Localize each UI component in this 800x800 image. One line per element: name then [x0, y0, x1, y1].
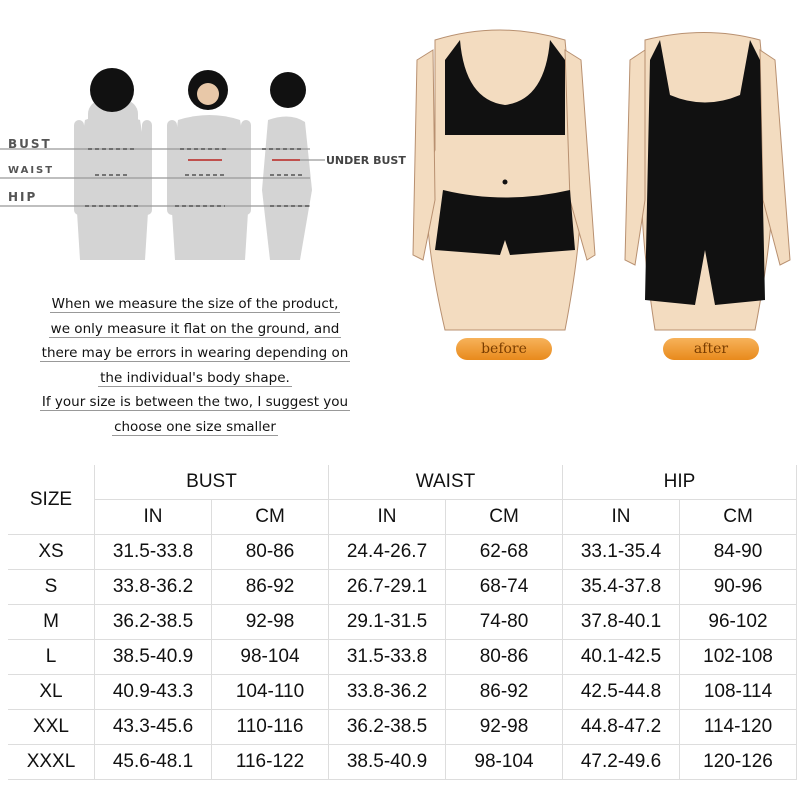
- measurement-cell: 44.8-47.2: [562, 709, 680, 745]
- measurement-cell: 108-114: [679, 674, 797, 710]
- size-cell: XXL: [8, 709, 95, 745]
- table-row: XXXL 45.6-48.1 116-122 38.5-40.9 98-104 47.2-…: [8, 744, 797, 780]
- figure-front: [167, 115, 251, 260]
- unit-header: IN: [94, 499, 212, 535]
- measurement-cell: 38.5-40.9: [328, 744, 446, 780]
- size-cell: S: [8, 569, 95, 605]
- measurement-cell: 74-80: [445, 604, 563, 640]
- note-line: the individual's body shape.: [98, 369, 292, 387]
- waist-label: WAIST: [8, 165, 55, 176]
- note-line: When we measure the size of the product,: [49, 296, 341, 313]
- bust-label: BUST: [8, 137, 52, 151]
- measurement-cell: 29.1-31.5: [328, 604, 446, 640]
- measurement-cell: 92-98: [445, 709, 563, 745]
- figure-back: [74, 100, 152, 260]
- measurement-cell: 86-92: [211, 569, 329, 605]
- under-bust-label: UNDER BUST: [326, 154, 406, 167]
- unit-header: IN: [328, 499, 446, 535]
- after-figure: [624, 32, 791, 331]
- hair: [90, 68, 306, 112]
- size-cell: XL: [8, 674, 95, 710]
- measurement-cell: 35.4-37.8: [562, 569, 680, 605]
- measurement-cell: 33.8-36.2: [328, 674, 446, 710]
- table-row: M 36.2-38.5 92-98 29.1-31.5 74-80 37.8-40.1 96…: [8, 604, 797, 640]
- measurement-cell: 110-116: [211, 709, 329, 745]
- measurement-cell: 47.2-49.6: [562, 744, 680, 780]
- note-line: choose one size smaller: [112, 418, 278, 436]
- measurement-cell: 120-126: [679, 744, 797, 780]
- measurement-cell: 31.5-33.8: [328, 639, 446, 675]
- measurement-cell: 33.1-35.4: [562, 534, 680, 570]
- size-table: SIZE BUST WAIST HIP IN CM IN CM IN CM XS…: [8, 465, 797, 780]
- unit-header: CM: [211, 499, 329, 535]
- measurement-cell: 43.3-45.6: [94, 709, 212, 745]
- before-after-illustration: [412, 29, 791, 331]
- measurement-cell: 45.6-48.1: [94, 744, 212, 780]
- table-row: L 38.5-40.9 98-104 31.5-33.8 80-86 40.1-42.5 1…: [8, 639, 797, 675]
- before-figure: [412, 29, 596, 331]
- figure-side: [262, 116, 312, 260]
- measurement-cell: 31.5-33.8: [94, 534, 212, 570]
- measurement-cell: 96-102: [679, 604, 797, 640]
- measurement-cell: 86-92: [445, 674, 563, 710]
- measurement-cell: 98-104: [445, 744, 563, 780]
- measurement-cell: 24.4-26.7: [328, 534, 446, 570]
- hip-label: HIP: [8, 190, 38, 204]
- measurement-cell: 80-86: [445, 639, 563, 675]
- group-header-waist: WAIST: [328, 465, 563, 500]
- size-cell: L: [8, 639, 95, 675]
- measurement-cell: 36.2-38.5: [94, 604, 212, 640]
- table-row: S 33.8-36.2 86-92 26.7-29.1 68-74 35.4-37.8 90…: [8, 569, 797, 605]
- group-header-bust: BUST: [94, 465, 329, 500]
- unit-header: IN: [562, 499, 680, 535]
- size-header: SIZE: [8, 465, 95, 535]
- unit-header: CM: [679, 499, 797, 535]
- measurement-cell: 42.5-44.8: [562, 674, 680, 710]
- measurement-cell: 90-96: [679, 569, 797, 605]
- table-row: XXL 43.3-45.6 110-116 36.2-38.5 92-98 44.8-47…: [8, 709, 797, 745]
- measurement-cell: 114-120: [679, 709, 797, 745]
- note-line: there may be errors in wearing depending…: [39, 345, 351, 362]
- measurement-cell: 26.7-29.1: [328, 569, 446, 605]
- measurement-cell: 40.1-42.5: [562, 639, 680, 675]
- measurement-cell: 98-104: [211, 639, 329, 675]
- measurement-cell: 62-68: [445, 534, 563, 570]
- size-cell: M: [8, 604, 95, 640]
- measurement-cell: 80-86: [211, 534, 329, 570]
- measurement-cell: 36.2-38.5: [328, 709, 446, 745]
- measurement-diagram: [0, 68, 325, 260]
- measurement-cell: 40.9-43.3: [94, 674, 212, 710]
- measurement-cell: 37.8-40.1: [562, 604, 680, 640]
- size-cell: XS: [8, 534, 95, 570]
- table-header-groups: SIZE BUST WAIST HIP: [8, 465, 797, 535]
- measurement-cell: 33.8-36.2: [94, 569, 212, 605]
- size-cell: XXXL: [8, 744, 95, 780]
- measurement-cell: 68-74: [445, 569, 563, 605]
- measurement-cell: 104-110: [211, 674, 329, 710]
- measurement-cell: 84-90: [679, 534, 797, 570]
- group-header-hip: HIP: [562, 465, 797, 500]
- measurement-cell: 38.5-40.9: [94, 639, 212, 675]
- note-line: If your size is between the two, I sugge…: [39, 394, 351, 411]
- measurement-cell: 102-108: [679, 639, 797, 675]
- table-header-units: IN CM IN CM IN CM: [8, 499, 797, 535]
- measurement-cell: 92-98: [211, 604, 329, 640]
- table-row: XL 40.9-43.3 104-110 33.8-36.2 86-92 42.5-44.…: [8, 674, 797, 710]
- unit-header: CM: [445, 499, 563, 535]
- note-line: we only measure it flat on the ground, a…: [48, 320, 342, 338]
- after-label: after: [663, 338, 759, 360]
- measurement-note: When we measure the size of the product,…: [0, 292, 390, 439]
- before-label: before: [456, 338, 552, 360]
- table-row: XS 31.5-33.8 80-86 24.4-26.7 62-68 33.1-35.4 8…: [8, 534, 797, 570]
- measurement-cell: 116-122: [211, 744, 329, 780]
